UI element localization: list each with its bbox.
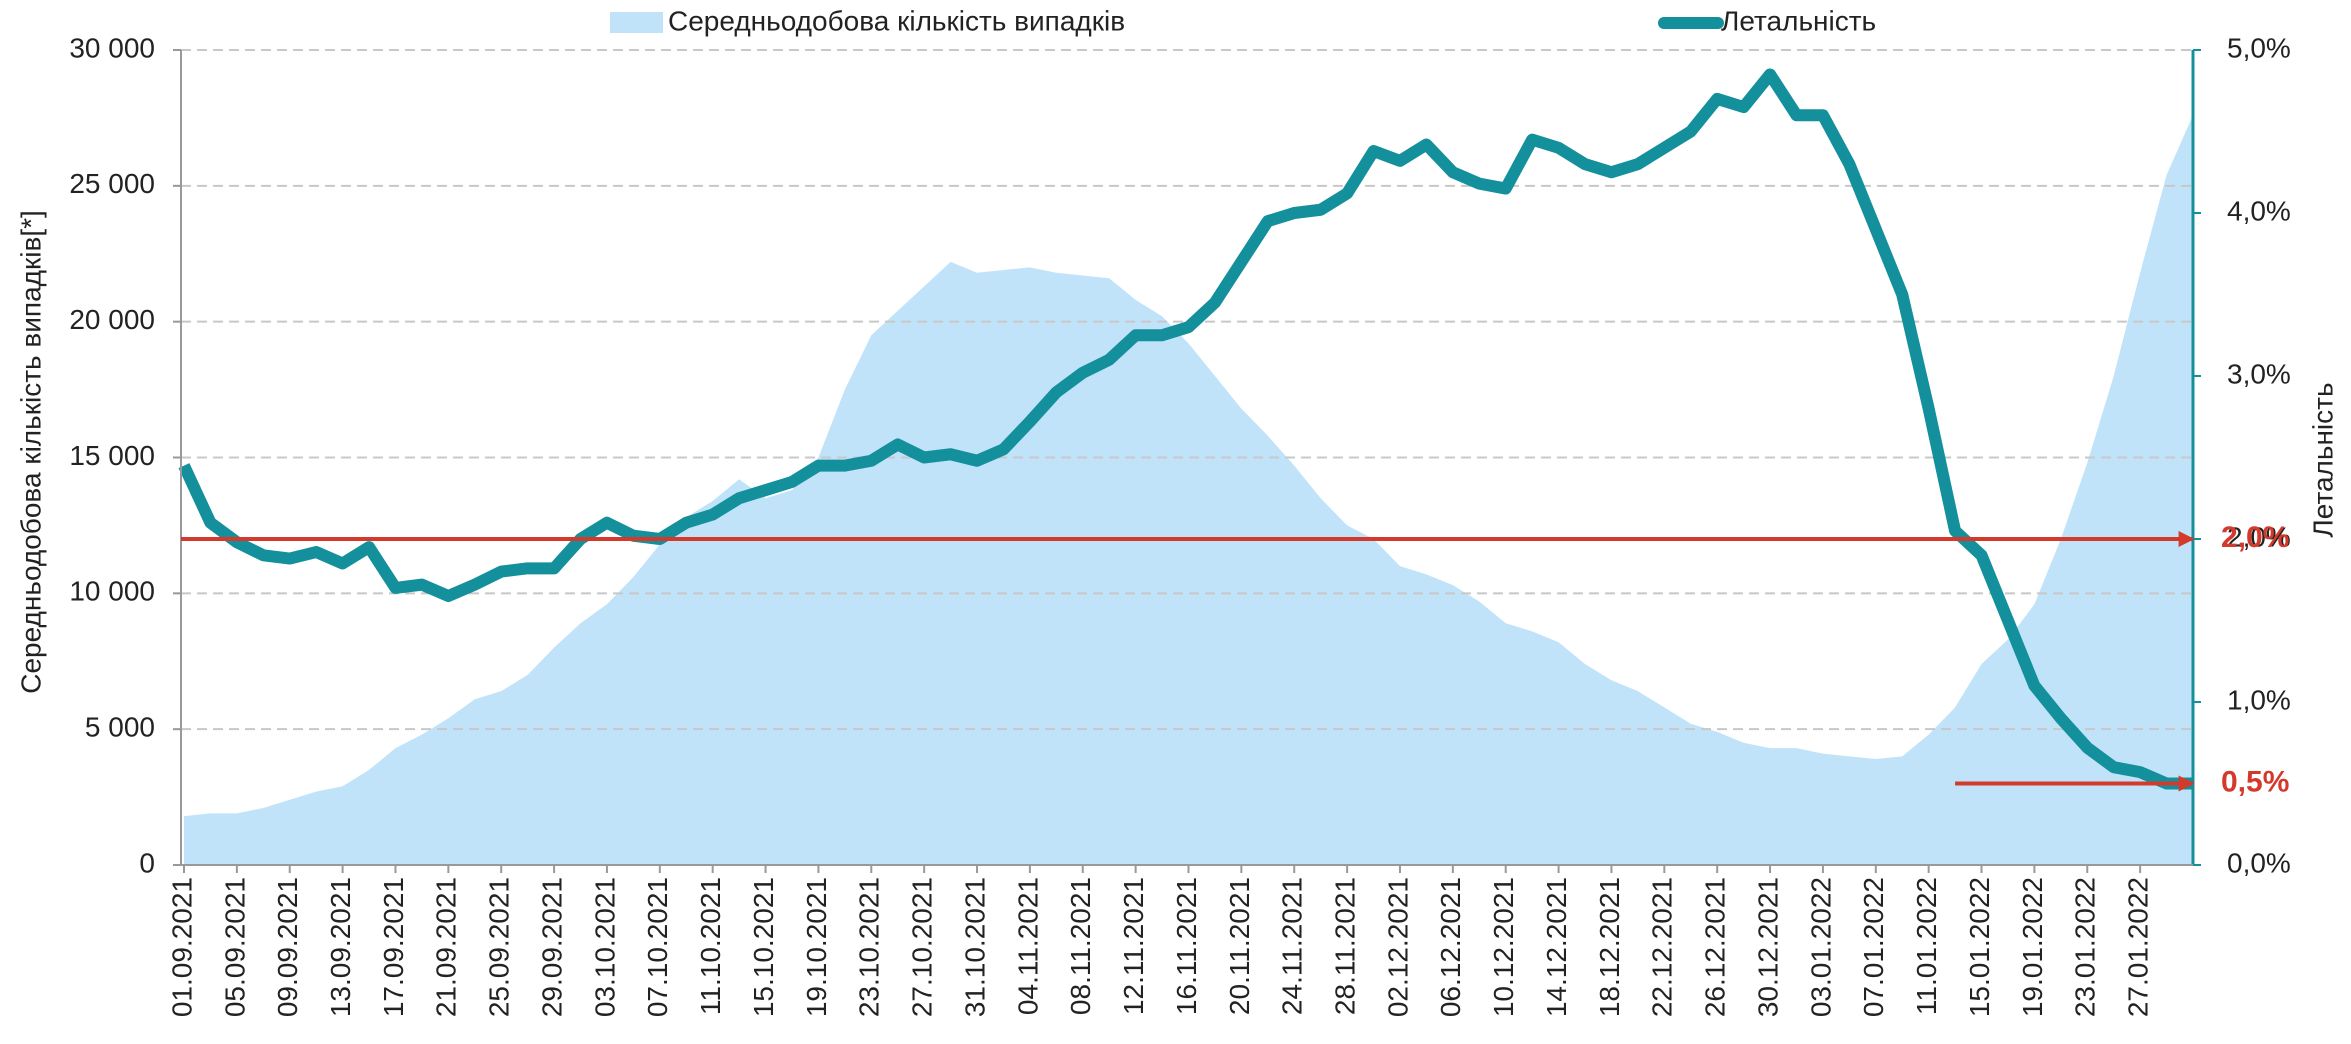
- y-tick-label: 20 000: [69, 304, 155, 335]
- x-tick-label: 11.01.2022: [1911, 877, 1942, 1015]
- y-tick-label: 30 000: [69, 32, 155, 63]
- y2-tick-label: 2,0%: [2227, 521, 2291, 552]
- x-tick-label: 06.12.2021: [1435, 877, 1466, 1017]
- legend-swatch: [610, 12, 663, 33]
- y-axis-label: Середньодобова кількість випадків[*]: [15, 210, 46, 694]
- y2-tick-label: 0,0%: [2227, 847, 2291, 878]
- x-tick-label: 04.11.2021: [1012, 877, 1043, 1015]
- x-tick-label: 07.10.2021: [642, 877, 673, 1017]
- x-tick-label: 24.11.2021: [1277, 877, 1308, 1015]
- y-tick-label: 5 000: [85, 712, 155, 743]
- legend-label: Летальність: [1721, 5, 1876, 36]
- reference-label: 0,5%: [2221, 765, 2289, 798]
- y2-tick-label: 3,0%: [2227, 358, 2291, 389]
- x-tick-label: 23.10.2021: [854, 877, 885, 1017]
- x-tick-label: 09.09.2021: [272, 877, 303, 1017]
- x-tick-label: 29.09.2021: [536, 877, 567, 1017]
- y2-tick-label: 1,0%: [2227, 684, 2291, 715]
- x-tick-label: 08.11.2021: [1065, 877, 1096, 1015]
- y-tick-label: 25 000: [69, 168, 155, 199]
- x-tick-label: 13.09.2021: [325, 877, 356, 1017]
- x-tick-label: 15.01.2022: [1964, 877, 1995, 1017]
- y-tick-label: 0: [139, 847, 155, 878]
- x-tick-label: 12.11.2021: [1118, 877, 1149, 1015]
- x-tick-label: 07.01.2022: [1858, 877, 1889, 1017]
- x-tick-label: 22.12.2021: [1647, 877, 1678, 1017]
- x-tick-label: 01.09.2021: [166, 877, 197, 1017]
- x-tick-label: 25.09.2021: [484, 877, 515, 1017]
- x-tick-label: 03.01.2022: [1805, 877, 1836, 1017]
- x-tick-label: 20.11.2021: [1224, 877, 1255, 1015]
- x-tick-label: 27.01.2022: [2123, 877, 2154, 1017]
- x-tick-label: 23.01.2022: [2070, 877, 2101, 1017]
- x-tick-label: 16.11.2021: [1171, 877, 1202, 1015]
- x-tick-label: 30.12.2021: [1752, 877, 1783, 1017]
- x-tick-label: 18.12.2021: [1594, 877, 1625, 1017]
- line: [178, 68, 2193, 790]
- y2-tick-label: 4,0%: [2227, 195, 2291, 226]
- x-tick-label: 14.12.2021: [1541, 877, 1572, 1017]
- y-tick-label: 15 000: [69, 440, 155, 471]
- y2-axis-label: Летальність: [2307, 382, 2338, 537]
- x-tick-label: 05.09.2021: [219, 877, 250, 1017]
- x-tick-label: 28.11.2021: [1329, 877, 1360, 1015]
- x-tick-label: 11.10.2021: [695, 877, 726, 1015]
- area: [184, 115, 2193, 865]
- x-tick-label: 10.12.2021: [1488, 877, 1519, 1017]
- x-tick-label: 15.10.2021: [748, 877, 779, 1017]
- x-tick-label: 26.12.2021: [1700, 877, 1731, 1017]
- x-tick-label: 03.10.2021: [589, 877, 620, 1017]
- y-tick-label: 10 000: [69, 576, 155, 607]
- x-tick-label: 19.01.2022: [2017, 877, 2048, 1017]
- x-tick-label: 21.09.2021: [431, 877, 462, 1017]
- x-tick-label: 17.09.2021: [378, 877, 409, 1017]
- legend-label: Середньодобова кількість випадків: [668, 5, 1125, 36]
- x-tick-label: 02.12.2021: [1382, 877, 1413, 1017]
- x-tick-label: 27.10.2021: [907, 877, 938, 1017]
- x-tick-label: 31.10.2021: [959, 877, 990, 1017]
- reference-label: 2,0%: [2221, 521, 2289, 554]
- x-tick-label: 19.10.2021: [801, 877, 832, 1017]
- y2-tick-label: 5,0%: [2227, 32, 2291, 63]
